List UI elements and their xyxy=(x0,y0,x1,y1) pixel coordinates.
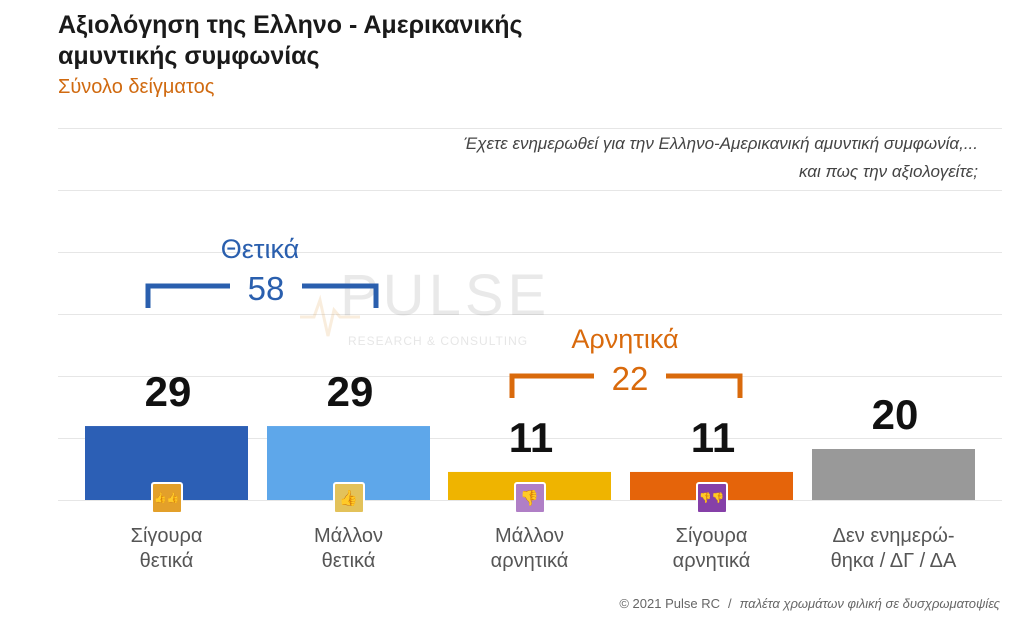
chart-title: Αξιολόγηση της Ελληνο - Αμερικανικής αμυ… xyxy=(58,11,523,70)
value-label: 11 xyxy=(508,413,554,461)
category-label-line: Μάλλον xyxy=(313,525,384,547)
footer-note: παλέτα χρωμάτων φιλική σε δυσχρωματοψίες xyxy=(739,596,1000,611)
positive-group-label: Θετικά xyxy=(220,234,300,264)
negative-group-total: 22 xyxy=(594,360,666,398)
category-label: Σίγουρα θετικά xyxy=(82,524,252,574)
positive-group-total: 58 xyxy=(230,270,302,308)
category-label-line: θετικά xyxy=(321,550,376,572)
gridline xyxy=(58,190,1002,191)
category-label-line: Μάλλον xyxy=(494,525,565,547)
value-label: 29 xyxy=(144,368,192,416)
gridline xyxy=(58,438,1002,439)
question-line-1: Έχετε ενημερωθεί για την Ελληνο-Αμερικαν… xyxy=(463,134,978,153)
category-label: Μάλλον θετικά xyxy=(264,524,434,574)
value-label: 20 xyxy=(871,391,919,438)
category-label-line: Σίγουρα xyxy=(130,525,203,547)
gridline xyxy=(58,314,1002,315)
survey-question: Έχετε ενημερωθεί για την Ελληνο-Αμερικαν… xyxy=(338,130,978,186)
footer-copyright: © 2021 Pulse RC xyxy=(619,596,720,611)
value-label: 11 xyxy=(690,413,736,461)
category-label-line: αρνητικά xyxy=(490,550,569,572)
negative-group-label: Αρνητικά xyxy=(571,324,679,354)
category-label-line: Δεν ενημερώ- xyxy=(832,525,955,547)
category-label: Δεν ενημερώ-θηκα / ΔΓ / ΔΑ xyxy=(809,524,979,574)
category-label-line: θετικά xyxy=(139,550,194,572)
thumbs-down-icon: 👎 xyxy=(513,482,546,514)
pulse-heartbeat-icon xyxy=(300,294,360,337)
category-label-line: Σίγουρα xyxy=(675,525,748,547)
category-label-line: θηκα / ΔΓ / ΔΑ xyxy=(830,550,957,572)
gridline xyxy=(58,252,1002,253)
gridline xyxy=(58,128,1002,129)
double-thumbs-down-icon: 👎👎 xyxy=(695,482,728,514)
footer: © 2021 Pulse RC / παλέτα χρωμάτων φιλική σ… xyxy=(619,596,1000,611)
category-label-line: αρνητικά xyxy=(672,550,751,572)
category-label: Μάλλον αρνητικά xyxy=(445,524,615,574)
thumbs-up-icon: 👍 xyxy=(332,482,365,514)
watermark-subtitle: RESEARCH & CONSULTING xyxy=(348,334,529,348)
category-label: Σίγουρα αρνητικά xyxy=(627,524,797,574)
footer-separator: / xyxy=(728,596,732,611)
bar-5 xyxy=(812,449,975,500)
chart-subtitle: Σύνολο δείγματος xyxy=(58,76,215,98)
question-line-2: και πως την αξιολογείτε; xyxy=(799,162,978,181)
double-thumbs-up-icon: 👍👍 xyxy=(150,482,183,514)
value-label: 29 xyxy=(326,368,374,416)
